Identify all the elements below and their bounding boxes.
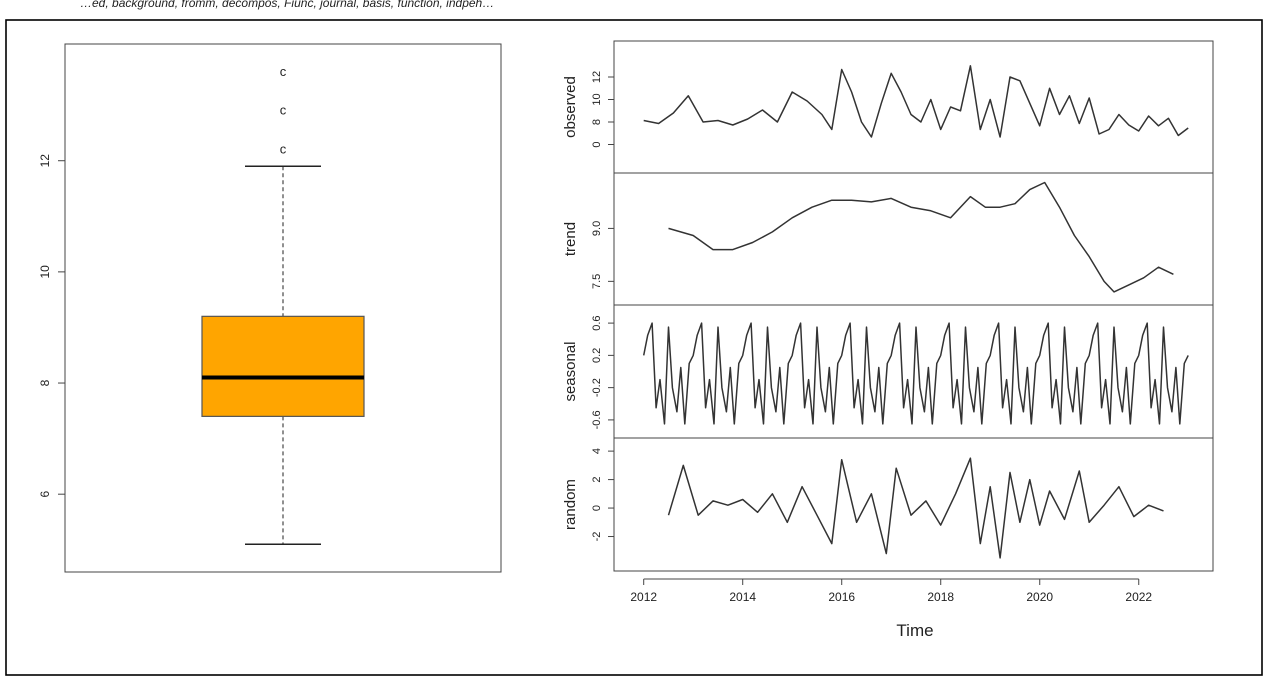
outlier-point-2: c — [280, 64, 287, 79]
panel-observed-y-tick-label-1: 8 — [591, 119, 603, 125]
panel-random-y-tick-label-2: 2 — [591, 477, 603, 483]
panel-observed: observed 0 8 10 12 — [562, 40, 1214, 174]
x-tick-label-2: 2016 — [828, 590, 855, 604]
panel-seasonal-y-tick-label-2: 0.2 — [591, 348, 603, 363]
series-line-trend — [668, 181, 1174, 293]
panel-frame-random — [613, 437, 1214, 572]
panel-seasonal-y-tick-label-1: -0.2 — [591, 378, 603, 397]
iqr-box — [201, 315, 365, 417]
x-tick-label-0: 2012 — [630, 590, 657, 604]
boxplot-y-axis: 6 8 10 12 — [38, 154, 65, 498]
series-line-seasonal — [642, 322, 1189, 425]
panel-trend: trend 7.5 9.0 — [562, 172, 1214, 306]
panel-trend-y-tick-label-0: 7.5 — [591, 274, 603, 289]
boxplot-body: c c c — [201, 64, 365, 545]
panel-random-y-tick-label-0: -2 — [591, 532, 603, 542]
panel-label-random: random — [562, 479, 579, 530]
panel-random-y-tick-label-1: 0 — [591, 505, 603, 511]
boxplot-y-tick-label-0: 6 — [38, 491, 52, 498]
x-axis-title: Time — [896, 621, 933, 640]
panel-label-trend: trend — [562, 222, 579, 256]
outlier-point-0: c — [280, 142, 287, 157]
panel-observed-y-tick-label-2: 10 — [591, 93, 603, 105]
decomposition-panels: observed 0 8 10 12 trend 7.5 9.0 seasonal -0.6 -0.… — [562, 40, 1214, 572]
x-tick-label-4: 2020 — [1026, 590, 1053, 604]
x-tick-label-3: 2018 — [927, 590, 954, 604]
decomposition-plot: observed 0 8 10 12 trend 7.5 9.0 seasonal -0.6 -0.… — [562, 40, 1214, 640]
x-tick-label-1: 2014 — [729, 590, 756, 604]
panel-label-seasonal: seasonal — [562, 341, 579, 401]
series-line-random — [667, 457, 1164, 559]
series-line-observed — [643, 65, 1189, 138]
caption-fragment: …ed, background, fromm, decompos, Fiunc,… — [80, 0, 494, 10]
panel-label-observed: observed — [562, 76, 579, 138]
boxplot: 6 8 10 12 c c c — [38, 43, 502, 573]
boxplot-plot-frame — [64, 43, 502, 573]
decomposition-x-axis: 2012 2014 2016 2018 2020 2022 — [630, 578, 1152, 604]
panel-seasonal-y-tick-label-0: -0.6 — [591, 410, 603, 429]
panel-observed-y-tick-label-0: 0 — [591, 141, 603, 147]
figure-frame — [5, 19, 1263, 676]
panel-trend-y-tick-label-1: 9.0 — [591, 221, 603, 236]
panel-observed-y-tick-label-3: 12 — [591, 71, 603, 83]
panel-random: random -2 0 2 4 — [562, 437, 1214, 572]
panel-seasonal-y-tick-label-3: 0.6 — [591, 315, 603, 330]
panel-random-y-tick-label-3: 4 — [591, 448, 603, 454]
x-tick-label-5: 2022 — [1125, 590, 1152, 604]
outlier-point-1: c — [280, 103, 287, 118]
boxplot-y-tick-label-3: 12 — [38, 154, 52, 168]
boxplot-y-tick-label-1: 8 — [38, 379, 52, 386]
boxplot-y-tick-label-2: 10 — [38, 265, 52, 279]
